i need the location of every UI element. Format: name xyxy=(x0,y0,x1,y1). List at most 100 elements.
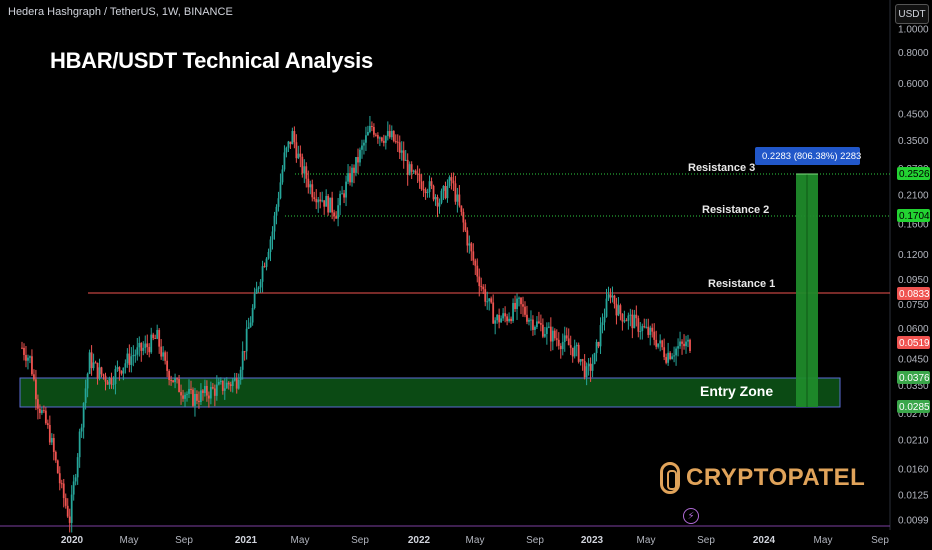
candle-body xyxy=(655,339,658,347)
candle-body xyxy=(249,322,252,328)
candle-body xyxy=(518,297,520,299)
candle-body xyxy=(553,330,556,339)
candle-body xyxy=(102,374,105,376)
candle-body xyxy=(522,304,524,307)
candle-body xyxy=(25,354,27,361)
candle-body xyxy=(160,346,163,357)
time-axis-label-10: May xyxy=(637,535,656,546)
candle-body xyxy=(170,380,173,382)
candle-body xyxy=(498,314,501,323)
candle-body xyxy=(601,322,604,326)
candle-body xyxy=(468,243,471,246)
lightning-bolt-icon[interactable]: ⚡ xyxy=(683,508,699,524)
candle-body xyxy=(631,314,634,329)
candle-body xyxy=(200,390,202,403)
candle-body xyxy=(609,294,612,298)
candle-body xyxy=(448,177,451,186)
candle-body xyxy=(659,340,662,344)
candle-body xyxy=(637,318,640,332)
entry-zone-label: Entry Zone xyxy=(700,383,773,399)
candle-body xyxy=(508,318,510,322)
candle-body xyxy=(166,360,169,371)
candle-body xyxy=(164,352,167,361)
candle-body xyxy=(31,356,33,375)
candle-body xyxy=(500,318,503,323)
candle-body xyxy=(146,343,149,347)
time-axis-label-7: May xyxy=(466,535,485,546)
candle-body xyxy=(347,173,349,182)
candle-body xyxy=(657,343,660,347)
candle-body xyxy=(35,379,37,400)
candle-body xyxy=(374,134,377,136)
candle-body xyxy=(62,483,65,499)
candle-body xyxy=(492,302,495,324)
candle-body xyxy=(261,266,264,282)
candle-body xyxy=(486,301,489,303)
currency-button[interactable]: USDT xyxy=(895,4,929,24)
candle-body xyxy=(265,258,268,267)
candle-body xyxy=(130,356,133,365)
candle-body xyxy=(647,326,650,335)
candle-body xyxy=(444,186,447,199)
candle-body xyxy=(555,338,558,340)
candle-body xyxy=(37,399,39,409)
candle-body xyxy=(223,388,226,391)
candle-body xyxy=(685,341,687,347)
candle-body xyxy=(319,199,322,202)
time-axis[interactable]: 2020 May Sep 2021 May Sep 2022 May Sep 2023 May Sep… xyxy=(61,535,889,546)
candle-body xyxy=(442,186,445,191)
candle-body xyxy=(134,354,137,356)
svg-text:0.0376: 0.0376 xyxy=(899,373,930,384)
svg-text:0.0833: 0.0833 xyxy=(899,289,930,300)
candle-body xyxy=(539,323,542,325)
candle-body xyxy=(394,141,397,143)
candle-body xyxy=(545,327,548,335)
candle-body xyxy=(371,126,373,128)
price-axis-tick-15: 0.0210 xyxy=(898,435,929,446)
candle-body xyxy=(309,184,312,188)
measure-info-text: 0.2283 (806.38%) 2283 xyxy=(762,151,861,162)
price-axis[interactable]: 1.00000.80000.60000.45000.35000.27000.21… xyxy=(898,25,929,527)
candle-body xyxy=(645,326,648,328)
time-axis-label-8: Sep xyxy=(526,535,544,546)
time-axis-label-3: 2021 xyxy=(235,535,258,546)
candle-body xyxy=(625,320,628,322)
time-axis-label-6: 2022 xyxy=(408,535,431,546)
candle-body xyxy=(42,410,45,412)
candle-body xyxy=(392,130,395,142)
price-axis-tick-3: 0.4500 xyxy=(898,109,929,120)
candle-body xyxy=(567,338,570,346)
candle-body xyxy=(376,135,379,139)
candle-body xyxy=(494,320,497,324)
time-axis-label-12: 2024 xyxy=(753,535,776,546)
candle-body xyxy=(78,431,81,458)
candle-body xyxy=(192,389,194,406)
candle-body xyxy=(454,183,457,202)
candle-body xyxy=(311,184,314,198)
candle-body xyxy=(74,477,77,482)
candle-body xyxy=(430,181,433,186)
candle-body xyxy=(313,197,316,199)
candle-body xyxy=(571,347,574,357)
candle-body xyxy=(466,230,469,246)
candle-body xyxy=(549,326,552,342)
candle-body xyxy=(615,303,618,316)
candle-body xyxy=(241,351,244,370)
candle-body xyxy=(112,383,115,385)
price-tag-entry-top: 0.0376 xyxy=(897,371,930,384)
candle-body xyxy=(629,314,632,316)
candle-body xyxy=(543,334,546,337)
candle-body xyxy=(82,403,85,428)
candle-body xyxy=(98,367,101,379)
candle-body xyxy=(406,159,409,175)
candle-body xyxy=(561,341,564,350)
candle-body xyxy=(623,320,626,322)
candle-body xyxy=(251,307,254,323)
candle-body xyxy=(154,337,157,339)
entry-zone-box[interactable] xyxy=(19,377,841,408)
candle-body xyxy=(341,193,343,195)
candle-body xyxy=(48,425,51,443)
chart-title: HBAR/USDT Technical Analysis xyxy=(50,48,373,73)
price-tag-resistance-1: 0.0833 xyxy=(897,287,930,300)
